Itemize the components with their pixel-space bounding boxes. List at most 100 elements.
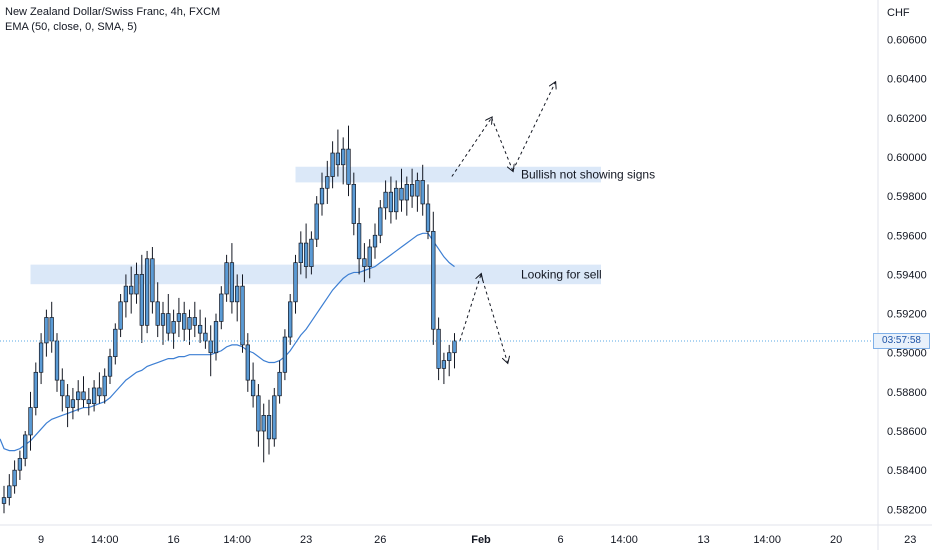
time-tick-label: 13: [697, 534, 709, 546]
time-axis[interactable]: 9 14:00 16 14:00 23 26 Feb 6 14:00 13 14:00 20 23: [38, 534, 916, 546]
projection-arrow: [491, 117, 513, 171]
candle-down: [256, 395, 261, 432]
zone-label: Looking for sell: [521, 267, 602, 281]
candle-up: [341, 148, 346, 166]
time-tick-label: 26: [374, 534, 386, 546]
candle-up: [76, 391, 81, 401]
price-tick-label: 0.60200: [887, 113, 927, 125]
candle-up: [176, 313, 182, 322]
ema-layer: [0, 232, 455, 452]
candle-down: [86, 399, 91, 404]
candle-up: [309, 238, 314, 267]
symbol-title[interactable]: New Zealand Dollar/Swiss Franc, 4h, FXCM: [5, 6, 221, 18]
candle-up: [7, 485, 12, 498]
candle-up: [404, 184, 409, 201]
candle-up: [144, 258, 150, 326]
candle-up: [107, 356, 113, 377]
zone-box: [30, 264, 601, 285]
candle-up: [235, 285, 240, 303]
candle-down: [420, 180, 425, 205]
candle-down: [399, 187, 404, 201]
candle-up: [378, 207, 383, 236]
time-tick-label: 16: [167, 534, 179, 546]
zone-label: Bullish not showing signs: [521, 168, 655, 182]
countdown-badge: 03:57:58: [873, 332, 930, 349]
time-tick-label: 23: [300, 534, 312, 546]
candle-down: [425, 203, 431, 232]
candle-up: [102, 375, 107, 397]
candle-up: [367, 246, 372, 267]
price-tick-label: 0.60400: [887, 74, 927, 86]
price-tick-label: 0.58200: [887, 504, 927, 516]
candle-up: [282, 336, 288, 373]
candle-down: [208, 340, 213, 354]
candle-up: [372, 234, 378, 248]
candle-down: [431, 230, 436, 330]
candle-down: [49, 317, 54, 342]
candle-up: [33, 371, 38, 408]
candle-up: [314, 203, 319, 240]
candle-up: [17, 458, 23, 471]
candle-down: [388, 191, 394, 213]
candle-up: [70, 399, 76, 408]
price-tick-label: 0.60600: [887, 34, 927, 46]
price-tick-label: 0.59400: [887, 269, 927, 281]
price-tick-label: 0.58400: [887, 465, 927, 477]
candle-up: [415, 180, 420, 197]
candle-down: [203, 332, 208, 342]
candle-up: [160, 313, 166, 326]
price-tick-label: 0.59600: [887, 230, 927, 242]
candle-up: [28, 407, 33, 436]
candle-up: [134, 274, 139, 295]
candle-up: [187, 317, 192, 330]
candle-down: [129, 285, 134, 295]
price-tick-label: 0.59000: [887, 348, 927, 360]
candle-up: [325, 176, 330, 189]
candle-up: [441, 360, 447, 369]
time-tick-label: 9: [38, 534, 44, 546]
candle-up: [123, 285, 129, 303]
candle-down: [240, 285, 245, 346]
candle-down: [351, 184, 356, 224]
candle-up: [447, 352, 452, 361]
projection-arrow: [480, 274, 508, 362]
candle-down: [166, 313, 171, 334]
projection-arrow: [459, 274, 481, 342]
candle-down: [54, 340, 60, 381]
time-tick-label: Feb: [471, 534, 491, 546]
candle-up: [118, 301, 123, 330]
candle-up: [12, 469, 17, 487]
candle-up: [452, 340, 457, 354]
candle-up: [1, 497, 7, 504]
time-tick-label: 14:00: [223, 534, 251, 546]
candle-up: [330, 152, 335, 177]
candle-down: [335, 152, 341, 166]
projection-arrow: [512, 83, 555, 171]
time-tick-label: 6: [557, 534, 563, 546]
time-tick-label: 14:00: [610, 534, 638, 546]
candle-up: [171, 321, 176, 334]
candle-down: [346, 148, 351, 185]
candle-up: [224, 262, 229, 295]
candle-up: [319, 187, 325, 205]
candle-down: [81, 391, 86, 401]
candle-up: [23, 434, 28, 459]
candles-layer[interactable]: [1, 125, 457, 514]
candle-up: [91, 387, 97, 404]
time-tick-label: 20: [830, 534, 842, 546]
candle-up: [298, 242, 303, 264]
chart-legend: New Zealand Dollar/Swiss Franc, 4h, FXCM…: [5, 5, 220, 35]
candle-up: [113, 328, 118, 357]
candle-down: [303, 242, 309, 267]
indicator-label[interactable]: EMA (50, close, 0, SMA, 5): [5, 21, 138, 33]
time-tick-label: 14:00: [753, 534, 781, 546]
candle-up: [277, 371, 282, 397]
candle-down: [229, 262, 235, 303]
candle-up: [293, 262, 298, 303]
candle-up: [394, 187, 399, 213]
candle-down: [155, 301, 160, 326]
candle-down: [409, 184, 415, 197]
price-axis[interactable]: CHF 0.60600 0.60400 0.60200 0.60000 0.59800 0…: [887, 7, 927, 516]
candle-down: [60, 379, 65, 397]
